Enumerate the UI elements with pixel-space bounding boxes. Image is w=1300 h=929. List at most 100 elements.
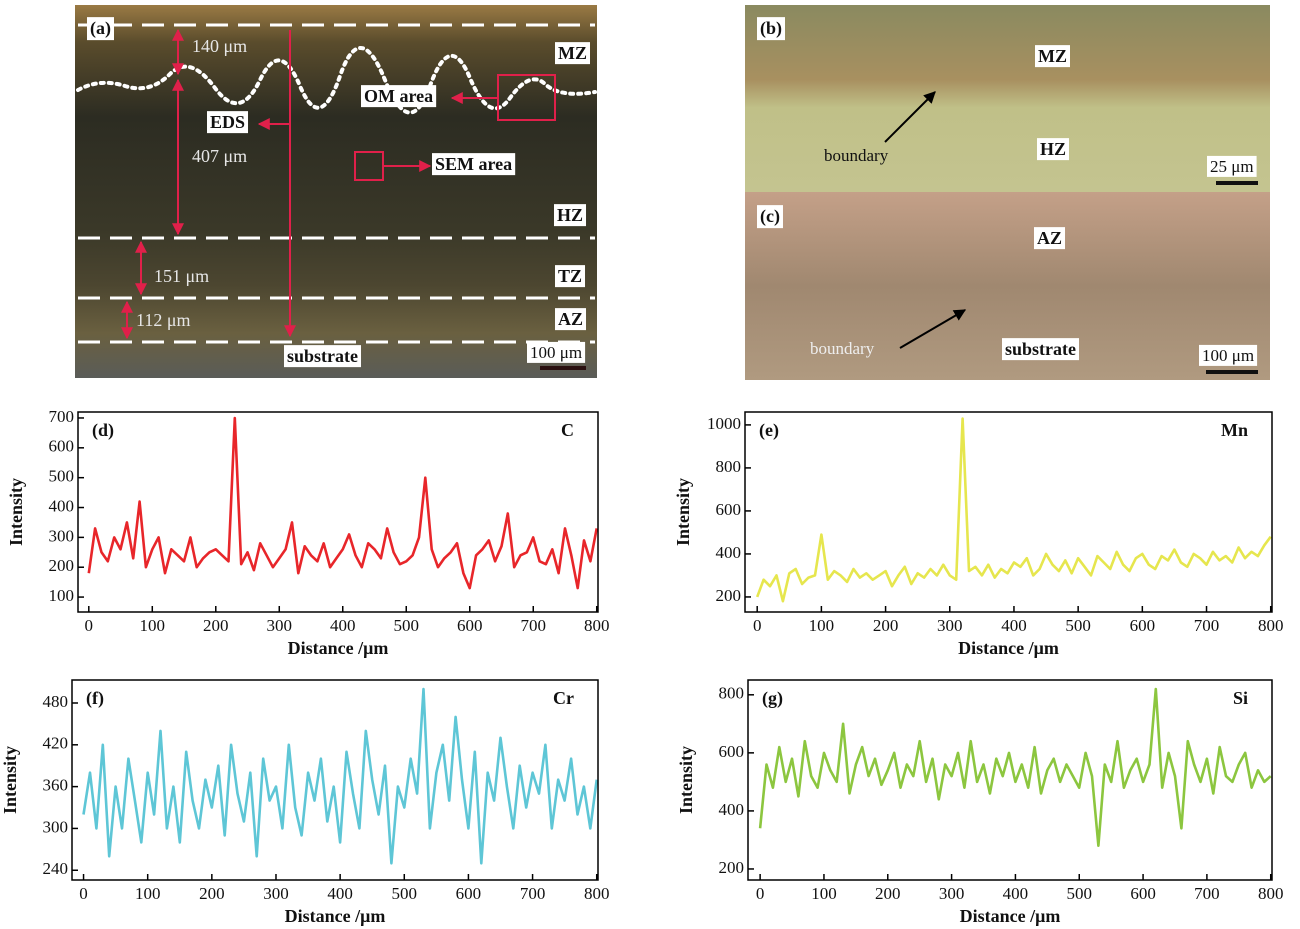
panel-label: (g) [762,688,783,709]
panel-label: (b) [760,18,782,39]
data-line [82,687,598,865]
y-tick-label: 300 [49,526,75,545]
x-tick-label: 200 [873,616,899,635]
label-box [361,85,437,108]
label-box [757,17,786,41]
x-tick-label: 400 [1003,884,1029,903]
scale-bar [1216,181,1258,185]
y-tick-label: 200 [49,556,75,575]
panel-label: (a) [90,18,111,39]
y-tick-label: 400 [719,800,745,819]
y-axis-label: Intensity [676,746,696,814]
annotation: HZ [1040,139,1066,159]
y-axis-label: Intensity [0,746,20,814]
scale-bar-label: 25 μm [1210,157,1254,176]
plot-frame [77,411,599,613]
label-box [527,341,586,363]
annotation: 151 μm [154,266,209,286]
micrograph-c: (c) AZ boundary substrate 100 μm [745,192,1270,380]
y-tick-label: 500 [49,467,75,486]
arrow [899,309,967,349]
annotation: MZ [1038,46,1067,66]
y-tick-label: 800 [716,457,742,476]
x-tick-label: 600 [1130,616,1156,635]
annotation: OM area [364,86,433,106]
x-tick-label: 700 [1194,884,1220,903]
label-box [87,17,114,41]
x-tick-label: 100 [809,616,835,635]
x-tick-label: 600 [457,616,483,635]
plot-frame [747,679,1273,881]
scale-bar [540,366,586,370]
panel-label: (e) [759,420,779,441]
y-tick-label: 400 [49,496,75,515]
panel-label: (f) [86,688,104,709]
y-tick-label: 800 [719,684,745,703]
y-tick-label: 200 [719,858,745,877]
x-tick-label: 300 [939,884,965,903]
x-axis-label: Distance /μm [960,906,1061,926]
x-tick-label: 400 [1001,616,1027,635]
x-tick-label: 300 [263,884,289,903]
series-name: Cr [553,688,574,708]
x-tick-label: 700 [520,616,546,635]
annotation: 112 μm [136,310,190,330]
x-tick-label: 100 [135,884,161,903]
annotation: HZ [557,205,583,225]
y-tick-label: 400 [716,543,742,562]
x-tick-label: 600 [1130,884,1156,903]
x-tick-label: 300 [267,616,293,635]
annotation: TZ [558,266,582,286]
series-name: C [561,420,574,440]
scale-bar-label: 100 μm [1202,346,1254,365]
x-tick-label: 200 [203,616,229,635]
x-tick-label: 700 [1194,616,1220,635]
y-tick-label: 480 [43,692,69,711]
label-box [1199,344,1258,366]
data-line [755,417,1272,603]
annotation: SEM area [435,154,512,174]
annotation-arrows [121,28,556,340]
x-tick-label: 0 [85,616,94,635]
y-tick-label: 240 [43,859,69,878]
plot-frame [71,679,599,881]
x-tick-label: 500 [392,884,418,903]
label-box [555,42,590,65]
x-axis-label: Distance /μm [958,638,1059,658]
arrow [884,91,936,143]
x-axis-label: Distance /μm [285,906,386,926]
x-tick-label: 500 [1066,884,1092,903]
data-line [758,687,1272,847]
y-tick-label: 100 [49,586,75,605]
x-tick-label: 400 [330,616,356,635]
x-tick-label: 300 [937,616,963,635]
label-box [757,205,783,229]
annotation: AZ [1037,228,1062,248]
label-box [1207,155,1257,177]
x-tick-label: 400 [327,884,353,903]
y-tick-label: 600 [49,437,75,456]
x-tick-label: 800 [1258,884,1284,903]
x-tick-label: 200 [875,884,901,903]
y-tick-label: 200 [716,586,742,605]
x-tick-label: 100 [140,616,166,635]
annotation: MZ [558,43,587,63]
annotation: EDS [210,112,245,132]
annotation: 407 μm [192,146,247,166]
charts: 100 200 300 400 500 600 700 0 100 200 300 400 500 600… [0,407,1283,926]
label-box [1035,45,1070,68]
x-tick-label: 0 [79,884,88,903]
x-tick-label: 500 [394,616,420,635]
label-box [555,265,586,288]
micrograph-b: (b) MZ boundary HZ 25 μm [745,5,1270,192]
y-axis-label: Intensity [673,478,693,546]
x-tick-label: 800 [584,884,610,903]
annotation: 140 μm [192,36,247,56]
x-tick-label: 600 [456,884,482,903]
label-box [1034,227,1066,250]
annotation: substrate [1005,339,1076,359]
x-tick-label: 500 [1065,616,1091,635]
series-name: Mn [1221,420,1248,440]
zone-boundaries [78,23,595,344]
label-box [432,153,516,176]
